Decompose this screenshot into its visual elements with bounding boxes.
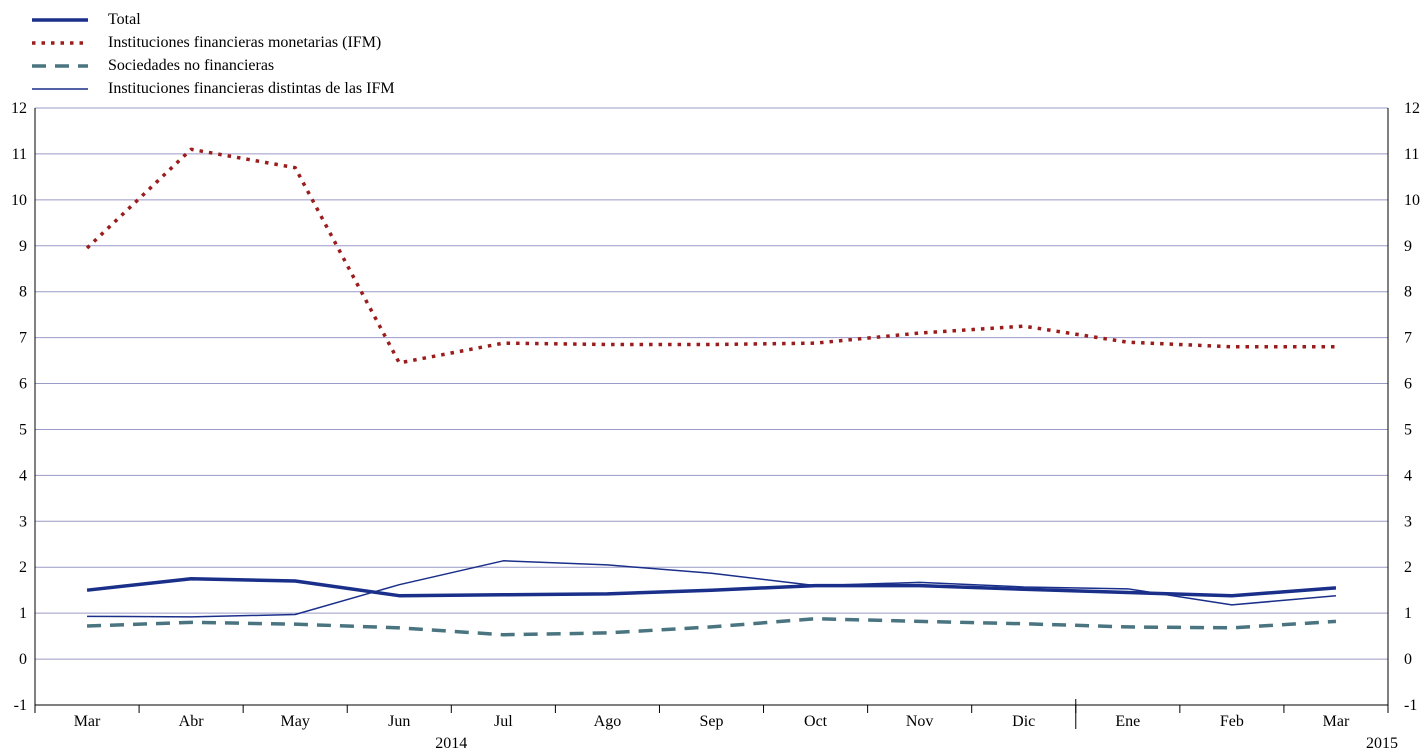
y-tick-label-left: 6 xyxy=(19,376,27,393)
y-tick-label-left: -1 xyxy=(14,697,27,714)
year-label-2014: 2014 xyxy=(435,735,467,752)
x-tick-label: Oct xyxy=(804,713,828,730)
y-tick-label-right: 3 xyxy=(1404,513,1412,530)
y-tick-label-left: 9 xyxy=(19,238,27,255)
series-line-3 xyxy=(87,560,1337,618)
y-tick-label-left: 1 xyxy=(19,605,27,622)
x-tick-label: Jun xyxy=(388,713,410,730)
y-tick-label-left: 4 xyxy=(19,467,27,484)
y-tick-label-left: 12 xyxy=(11,100,27,117)
x-tick-label: Ago xyxy=(594,713,622,730)
y-tick-label-left: 8 xyxy=(19,284,27,301)
y-tick-label-left: 2 xyxy=(19,559,27,576)
y-tick-label-left: 7 xyxy=(19,330,27,347)
y-tick-label-right: 7 xyxy=(1404,330,1412,347)
legend-swatch-ifm xyxy=(32,40,88,45)
y-tick-label-left: 0 xyxy=(19,651,27,668)
legend-label-snf: Sociedades no financieras xyxy=(108,56,275,74)
y-tick-label-right: 2 xyxy=(1404,559,1412,576)
y-tick-label-right: 9 xyxy=(1404,238,1412,255)
y-tick-label-right: 6 xyxy=(1404,376,1412,393)
x-tick-label: Mar xyxy=(1323,713,1350,730)
y-tick-label-right: 10 xyxy=(1404,192,1420,209)
x-tick-label: Abr xyxy=(179,713,205,730)
x-tick-label: Feb xyxy=(1220,713,1244,730)
x-tick-label: Dic xyxy=(1012,713,1035,730)
legend-item-total: Total xyxy=(30,8,395,31)
year-label-2015: 2015 xyxy=(1366,735,1398,752)
legend-label-total: Total xyxy=(108,10,141,28)
series-line-2 xyxy=(86,616,1337,637)
legend: Total Instituciones financieras monetari… xyxy=(30,8,395,100)
y-tick-label-left: 5 xyxy=(19,421,27,438)
y-tick-label-left: 10 xyxy=(11,192,27,209)
series-line-0 xyxy=(86,576,1337,598)
y-tick-label-right: 5 xyxy=(1404,421,1412,438)
y-tick-label-right: 1 xyxy=(1404,605,1412,622)
x-tick-label: Mar xyxy=(74,713,101,730)
gridlines xyxy=(35,107,1388,660)
y-tick-label-right: 4 xyxy=(1404,467,1412,484)
x-tick-label: Sep xyxy=(700,713,724,730)
x-tick-label: May xyxy=(281,713,310,730)
y-tick-label-right: 12 xyxy=(1404,100,1420,117)
legend-item-snf: Sociedades no financieras xyxy=(30,54,395,77)
legend-swatch-total xyxy=(32,17,88,22)
legend-item-ifnm: Instituciones financieras distintas de l… xyxy=(30,77,395,100)
legend-swatch-ifnm xyxy=(32,87,88,90)
legend-label-ifnm: Instituciones financieras distintas de l… xyxy=(108,79,395,97)
legend-label-ifm: Instituciones financieras monetarias (IF… xyxy=(108,33,382,51)
x-tick-label: Nov xyxy=(906,713,934,730)
series-line-1 xyxy=(85,147,1336,365)
x-tick-label: Jul xyxy=(494,713,513,730)
legend-swatch-snf xyxy=(32,63,88,68)
legend-item-ifm: Instituciones financieras monetarias (IF… xyxy=(30,31,395,54)
y-tick-label-right: 11 xyxy=(1404,146,1419,163)
x-tick-label: Ene xyxy=(1115,713,1140,730)
x-axis: Mar Abr May Jun Jul Ago Sep Oct Nov Dic Ene Feb Mar 2… xyxy=(34,699,1398,752)
y-tick-label-left: 11 xyxy=(12,146,27,163)
y-tick-label-right: 8 xyxy=(1404,284,1412,301)
y-tick-label-left: 3 xyxy=(19,513,27,530)
y-tick-label-right: 0 xyxy=(1404,651,1412,668)
y-tick-label-right: -1 xyxy=(1404,697,1417,714)
